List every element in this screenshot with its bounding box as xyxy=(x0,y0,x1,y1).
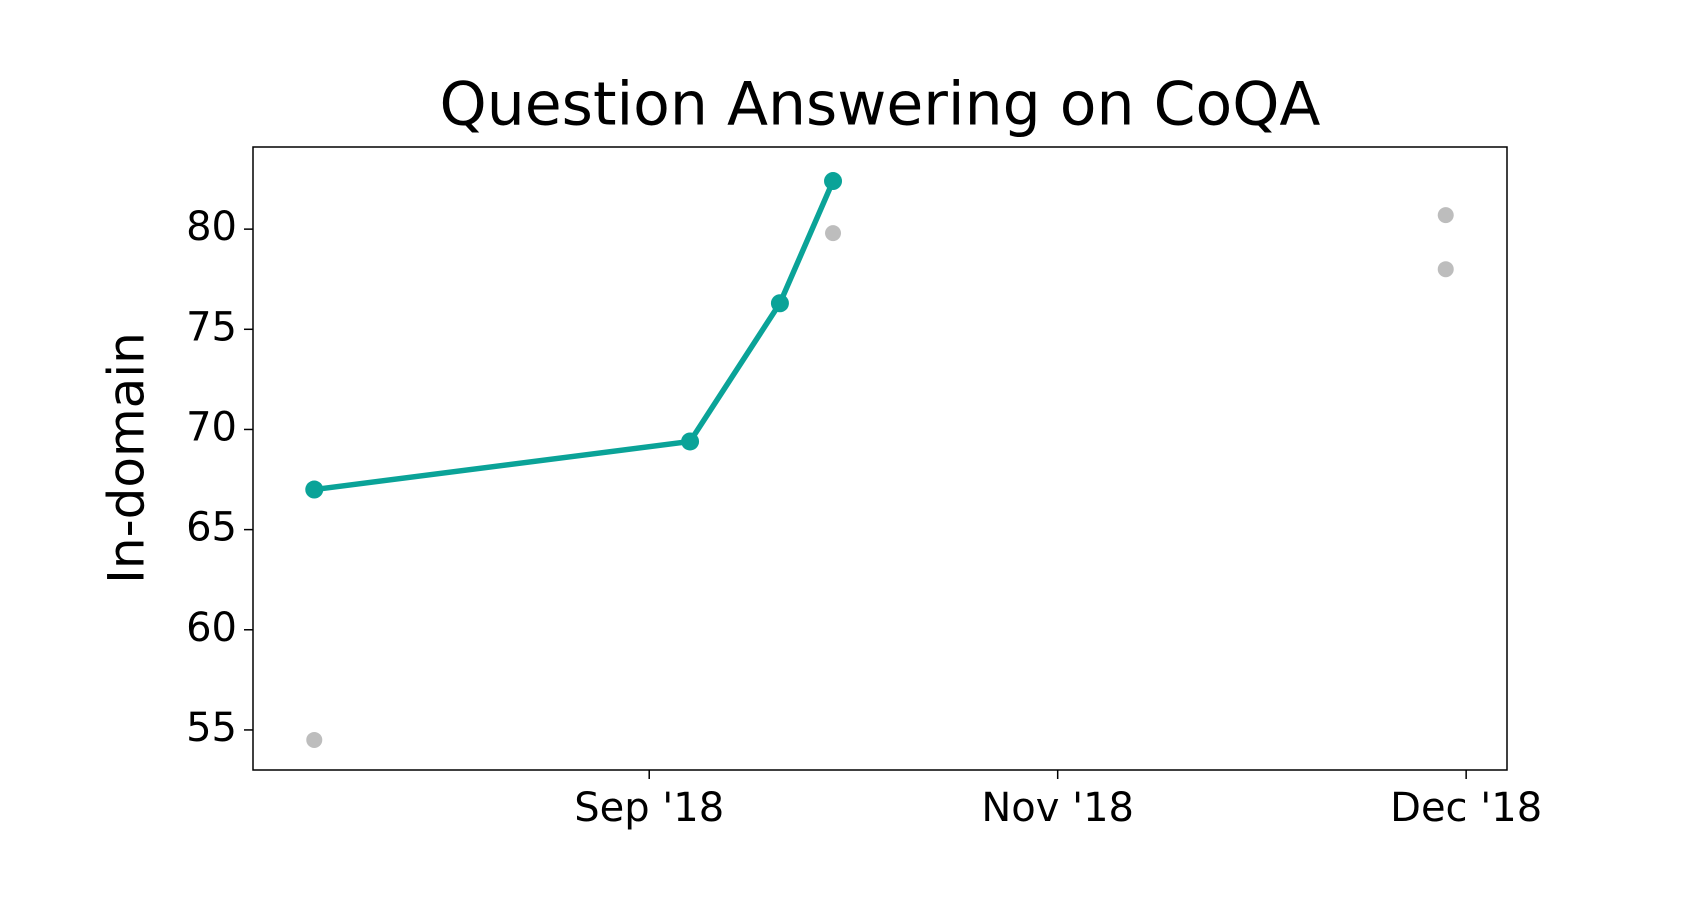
plot-frame xyxy=(252,146,1508,771)
data-point xyxy=(1437,207,1454,224)
x-tick-label: Nov '18 xyxy=(981,785,1134,831)
data-point xyxy=(305,480,324,499)
chart-title: Question Answering on CoQA xyxy=(440,70,1321,140)
series-line xyxy=(313,179,836,493)
y-tick-label: 70 xyxy=(186,404,237,450)
data-point xyxy=(306,731,323,748)
y-tick-label: 55 xyxy=(186,705,237,751)
y-tick-label: 60 xyxy=(186,605,237,651)
data-point xyxy=(825,225,842,242)
data-point xyxy=(1437,261,1454,278)
x-tick-label: Dec '18 xyxy=(1390,785,1542,831)
y-tick-label: 80 xyxy=(186,204,237,250)
y-tick-label: 65 xyxy=(186,505,237,551)
data-point xyxy=(770,294,789,313)
y-tick-label: 75 xyxy=(186,304,237,350)
x-tick-label: Sep '18 xyxy=(574,785,724,831)
data-point xyxy=(824,172,843,191)
data-point xyxy=(681,432,700,451)
y-axis-label: In-domain xyxy=(98,332,156,584)
